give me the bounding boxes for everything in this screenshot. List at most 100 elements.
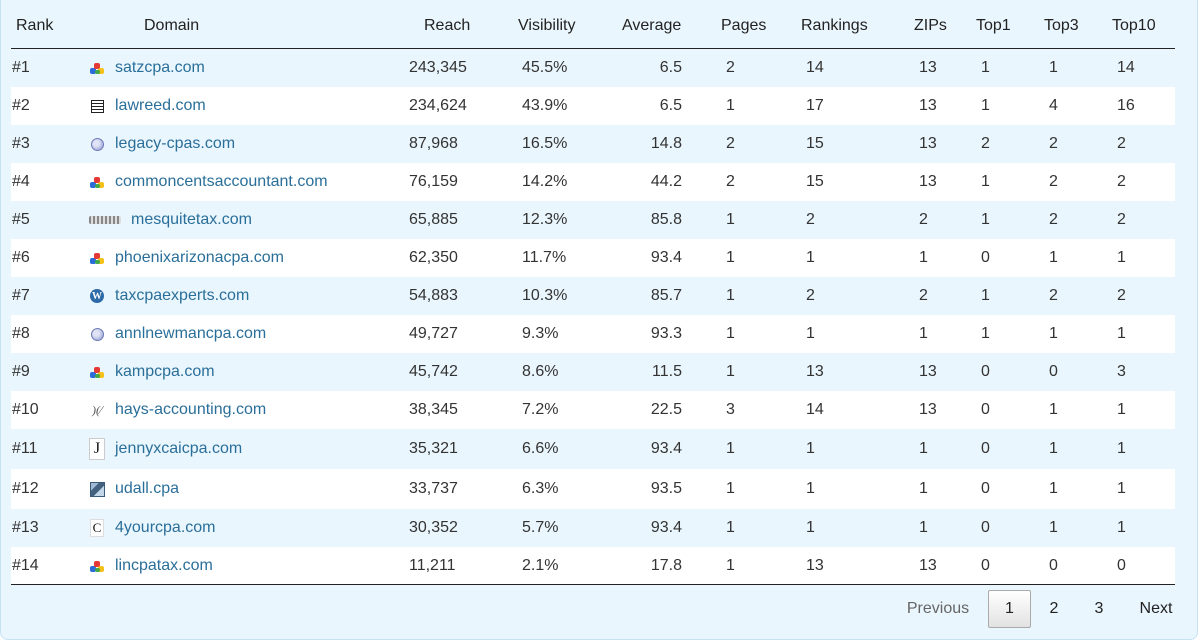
- domain-link[interactable]: 4yourcpa.com: [115, 519, 216, 536]
- top3-cell: 1: [1049, 440, 1058, 457]
- average-cell: 44.2: [650, 173, 682, 190]
- zips-cell: 1: [919, 325, 928, 342]
- rank-cell: #3: [12, 135, 30, 152]
- results-table-body: #1 satzcpa.com 243,345 45.5% 6.5 2 14 13 1 1 14 #2 l…: [11, 49, 1175, 585]
- table-row: #10)(∕ hays-accounting.com 38,345 7.2% 22.5 3…: [11, 391, 1175, 429]
- rank-cell: #1: [12, 59, 30, 76]
- domain-link[interactable]: kampcpa.com: [115, 363, 215, 380]
- rankings-cell: 1: [806, 440, 815, 457]
- domain-link[interactable]: hays-accounting.com: [115, 401, 267, 418]
- pagination-page-3[interactable]: 3: [1094, 600, 1104, 617]
- domain-link[interactable]: mesquitetax.com: [131, 211, 252, 228]
- domain-link[interactable]: taxcpaexperts.com: [115, 287, 250, 304]
- top10-cell: 2: [1117, 211, 1126, 228]
- top1-cell: 2: [981, 135, 990, 152]
- pages-cell: 2: [726, 135, 735, 152]
- building-photo-icon: [89, 481, 105, 497]
- header-top10[interactable]: Top10: [1112, 17, 1156, 34]
- rank-cell: #5: [12, 211, 30, 228]
- pagination-previous[interactable]: Previous: [906, 600, 970, 617]
- reach-cell: 38,345: [409, 401, 458, 418]
- globe-icon: [89, 326, 105, 342]
- colorful-blocks-icon: [89, 364, 105, 380]
- top1-cell: 1: [981, 287, 990, 304]
- domain-link[interactable]: udall.cpa: [115, 480, 180, 497]
- reach-cell: 234,624: [409, 97, 467, 114]
- table-row: #1 satzcpa.com 243,345 45.5% 6.5 2 14 13 1 1 14: [11, 49, 1175, 87]
- top3-cell: 2: [1049, 287, 1058, 304]
- rank-cell: #8: [12, 325, 30, 342]
- table-row: #6 phoenixarizonacpa.com 62,350 11.7% 93.4 1 1…: [11, 239, 1175, 277]
- top10-cell: 3: [1117, 363, 1126, 380]
- rankings-cell: 14: [806, 59, 824, 76]
- mesquite-logo-icon: [89, 212, 121, 228]
- pagination-page-1[interactable]: 1: [988, 590, 1031, 628]
- average-cell: 93.3: [650, 325, 682, 342]
- header-pages[interactable]: Pages: [721, 17, 767, 34]
- average-cell: 85.8: [650, 211, 682, 228]
- header-domain[interactable]: Domain: [144, 17, 200, 34]
- domain-link[interactable]: satzcpa.com: [115, 59, 205, 76]
- domain-link[interactable]: lawreed.com: [115, 97, 206, 114]
- table-row: #14 lincpatax.com 11,211 2.1% 17.8 1 13 13 0 0 0: [11, 547, 1175, 585]
- reach-cell: 87,968: [409, 135, 458, 152]
- rank-cell: #12: [12, 480, 39, 497]
- domain-link[interactable]: annlnewmancpa.com: [115, 325, 267, 342]
- visibility-cell: 6.6%: [522, 440, 559, 457]
- table-row: #5 mesquitetax.com 65,885 12.3% 85.8 1 2 2 1 2 2: [11, 201, 1175, 239]
- zips-cell: 2: [919, 211, 928, 228]
- domain-link[interactable]: legacy-cpas.com: [115, 135, 236, 152]
- visibility-cell: 10.3%: [522, 287, 568, 304]
- j-letter-icon: J: [89, 438, 105, 460]
- top1-cell: 0: [981, 519, 990, 536]
- visibility-cell: 45.5%: [522, 59, 568, 76]
- top1-cell: 0: [981, 440, 990, 457]
- header-visibility[interactable]: Visibility: [518, 17, 576, 34]
- rankings-cell: 2: [806, 287, 815, 304]
- globe-icon: [89, 136, 105, 152]
- rankings-cell: 15: [806, 173, 824, 190]
- header-rank[interactable]: Rank: [16, 17, 54, 34]
- header-zips[interactable]: ZIPs: [914, 17, 947, 34]
- colorful-blocks-icon: [89, 558, 105, 574]
- domain-link[interactable]: jennyxcaicpa.com: [115, 440, 243, 457]
- top3-cell: 1: [1049, 249, 1058, 266]
- colorful-blocks-icon: [89, 60, 105, 76]
- header-reach[interactable]: Reach: [424, 17, 471, 34]
- header-rankings[interactable]: Rankings: [801, 17, 868, 34]
- reach-cell: 30,352: [409, 519, 458, 536]
- domain-link[interactable]: lincpatax.com: [115, 557, 213, 574]
- pagination-page-2[interactable]: 2: [1049, 600, 1059, 617]
- zips-cell: 13: [919, 363, 937, 380]
- top1-cell: 1: [981, 325, 990, 342]
- top10-cell: 16: [1117, 97, 1135, 114]
- top1-cell: 1: [981, 97, 990, 114]
- zips-cell: 13: [919, 557, 937, 574]
- zips-cell: 13: [919, 97, 937, 114]
- domain-link[interactable]: commoncentsaccountant.com: [115, 173, 328, 190]
- rankings-cell: 1: [806, 480, 815, 497]
- top3-cell: 0: [1049, 557, 1058, 574]
- top10-cell: 14: [1117, 59, 1135, 76]
- average-cell: 6.5: [659, 59, 682, 76]
- visibility-cell: 2.1%: [522, 557, 559, 574]
- top1-cell: 1: [981, 59, 990, 76]
- visibility-cell: 9.3%: [522, 325, 559, 342]
- header-top1[interactable]: Top1: [976, 17, 1011, 34]
- header-top3[interactable]: Top3: [1044, 17, 1079, 34]
- top3-cell: 1: [1049, 325, 1058, 342]
- rankings-cell: 1: [806, 249, 815, 266]
- header-average[interactable]: Average: [622, 17, 682, 34]
- zips-cell: 1: [919, 480, 928, 497]
- hays-logo-icon: )(∕: [92, 402, 102, 417]
- table-row: #12 udall.cpa 33,737 6.3% 93.5 1 1 1 0 1 1: [11, 469, 1175, 509]
- colorful-blocks-icon: [89, 174, 105, 190]
- pages-cell: 1: [726, 440, 735, 457]
- reach-cell: 243,345: [409, 59, 467, 76]
- top1-cell: 1: [981, 211, 990, 228]
- domain-link[interactable]: phoenixarizonacpa.com: [115, 249, 284, 266]
- top10-cell: 1: [1117, 401, 1126, 418]
- visibility-cell: 8.6%: [522, 363, 559, 380]
- top10-cell: 2: [1117, 287, 1126, 304]
- pagination-next[interactable]: Next: [1139, 600, 1173, 617]
